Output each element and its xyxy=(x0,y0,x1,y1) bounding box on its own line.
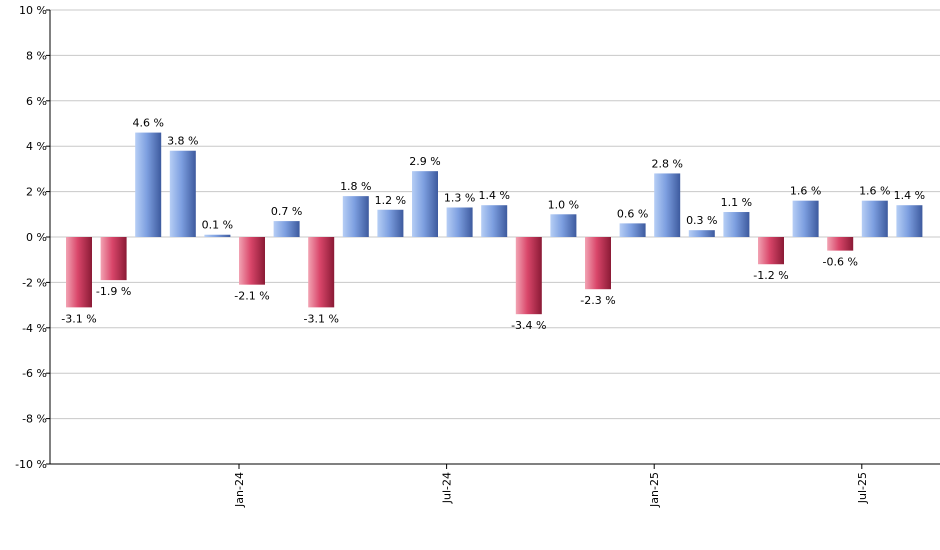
bar-positive xyxy=(412,171,438,237)
data-label: 1.1 % xyxy=(721,196,752,209)
bars xyxy=(66,132,923,315)
y-tick-label: 2 % xyxy=(26,186,47,199)
bar-positive xyxy=(481,205,508,237)
y-tick-label: -6 % xyxy=(22,367,47,380)
data-label: 2.8 % xyxy=(651,157,682,170)
y-tick-label: -4 % xyxy=(22,322,47,335)
data-label: 1.4 % xyxy=(894,189,925,202)
data-label: -1.2 % xyxy=(753,269,788,282)
y-tick-label: 6 % xyxy=(26,95,47,108)
bar-negative xyxy=(515,237,542,315)
data-label: 1.0 % xyxy=(548,198,579,211)
axes xyxy=(49,10,940,465)
data-label: 1.6 % xyxy=(790,185,821,198)
bar-positive xyxy=(550,214,577,237)
bar-negative xyxy=(758,237,784,265)
data-label: 1.4 % xyxy=(478,189,509,202)
bar-positive xyxy=(896,205,923,237)
data-label: -1.9 % xyxy=(96,285,131,298)
y-tick-label: 4 % xyxy=(26,140,47,153)
bar-positive xyxy=(446,207,473,237)
data-label: 2.9 % xyxy=(409,155,440,168)
y-tick-label: -10 % xyxy=(15,458,47,471)
data-label: -3.1 % xyxy=(61,312,96,325)
bar-positive xyxy=(135,132,162,237)
data-labels: -3.1 % -1.9 % 4.6 % 3.8 % 0.1 % -2.1 % 0.7 % -3… xyxy=(61,117,925,333)
bar-positive xyxy=(619,223,646,237)
y-tick-label: -8 % xyxy=(22,413,47,426)
bar-positive xyxy=(654,173,681,237)
data-label: -3.1 % xyxy=(303,312,338,325)
bar-positive xyxy=(792,200,819,237)
data-label: 0.3 % xyxy=(686,214,717,227)
bar-positive xyxy=(723,212,750,237)
x-axis-ticks: Jan-24 Jul-24 Jan-25 Jul-25 xyxy=(233,464,869,508)
bar-positive xyxy=(861,200,888,237)
bar-positive xyxy=(377,209,404,237)
data-label: -3.4 % xyxy=(511,319,546,332)
bar-positive xyxy=(204,234,231,237)
x-tick-label: Jul-24 xyxy=(441,472,454,504)
y-tick-label: 10 % xyxy=(19,4,47,17)
data-label: 1.8 % xyxy=(340,180,371,193)
x-tick-label: Jan-25 xyxy=(648,472,661,508)
bar-positive xyxy=(169,150,196,237)
x-tick-label: Jul-25 xyxy=(856,472,869,504)
data-label: 0.6 % xyxy=(617,207,648,220)
data-label: 1.6 % xyxy=(859,185,890,198)
data-label: 1.2 % xyxy=(375,194,406,207)
bar-negative xyxy=(66,237,92,308)
bar-positive xyxy=(273,221,300,237)
data-label: 4.6 % xyxy=(132,117,163,130)
data-label: -2.1 % xyxy=(234,290,269,303)
y-axis-ticks: 10 % 8 % 6 % 4 % 2 % 0 % -2 % -4 % -6 % -8 % -10 % xyxy=(15,4,50,471)
y-tick-label: 0 % xyxy=(26,231,47,244)
data-label: 3.8 % xyxy=(167,135,198,148)
data-label: -0.6 % xyxy=(822,256,857,269)
bar-positive xyxy=(342,196,369,237)
bar-negative xyxy=(239,237,265,285)
bar-negative xyxy=(308,237,335,308)
bar-positive xyxy=(688,230,715,237)
y-tick-label: -2 % xyxy=(22,276,47,289)
data-label: 0.7 % xyxy=(271,205,302,218)
x-tick-label: Jan-24 xyxy=(233,472,246,508)
bar-negative xyxy=(585,237,611,290)
bar-negative xyxy=(827,237,854,251)
data-label: 1.3 % xyxy=(444,191,475,204)
bar-negative xyxy=(100,237,127,281)
data-label: 0.1 % xyxy=(202,219,233,232)
data-label: -2.3 % xyxy=(580,294,615,307)
y-tick-label: 8 % xyxy=(26,49,47,62)
